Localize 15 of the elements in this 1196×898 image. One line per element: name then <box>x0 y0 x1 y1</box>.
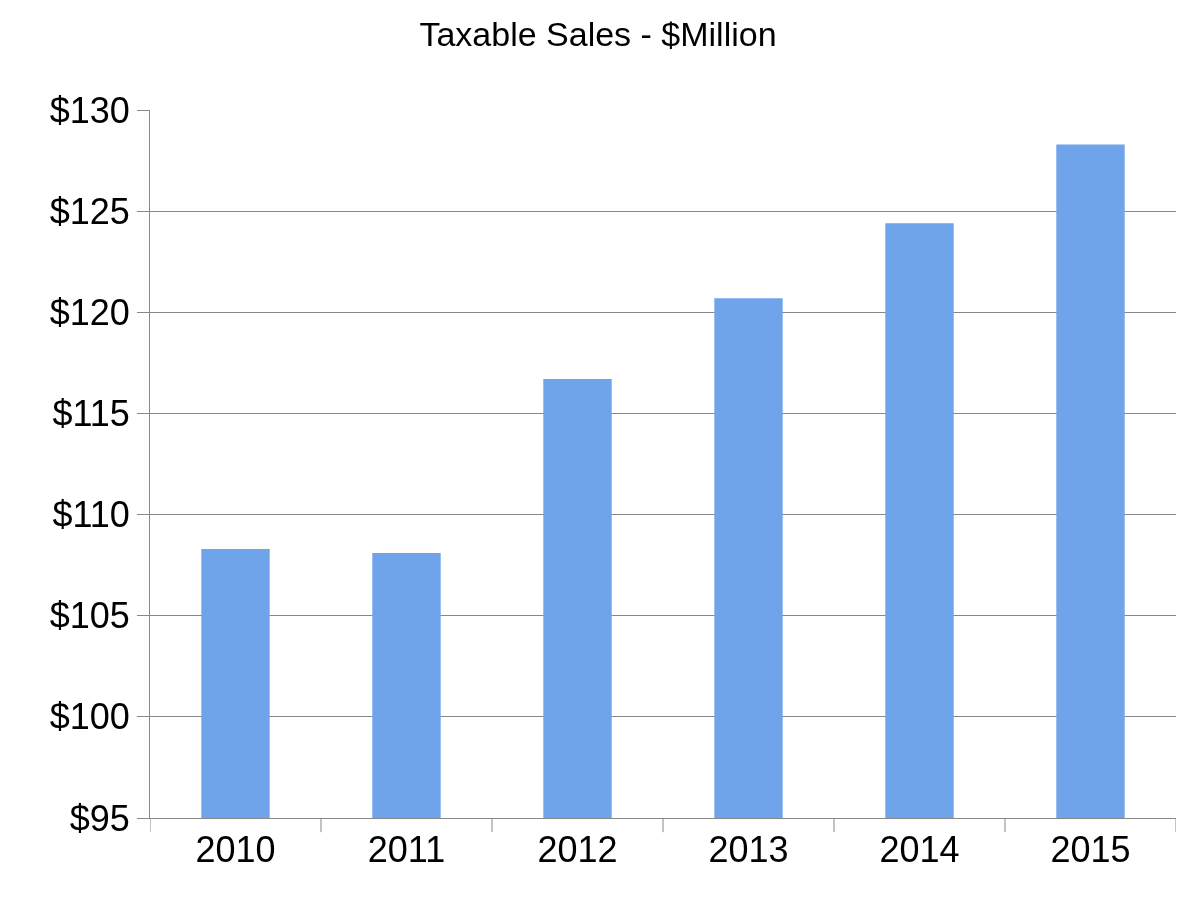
y-tick-label: $100 <box>49 696 130 738</box>
x-tick-label: 2015 <box>1050 829 1131 871</box>
y-tick-label: $125 <box>49 190 130 232</box>
y-tick-label: $105 <box>49 595 130 637</box>
y-tick-label: $95 <box>69 797 130 839</box>
x-tick-label: 2014 <box>879 829 960 871</box>
x-tick-label: 2013 <box>708 829 789 871</box>
y-tick-label: $110 <box>52 494 130 536</box>
x-tick-label: 2012 <box>537 829 618 871</box>
y-tick-label: $130 <box>49 89 130 131</box>
x-tick-label: 2011 <box>367 829 446 871</box>
y-tick-label: $115 <box>52 393 130 435</box>
y-tick-label: $120 <box>49 291 130 333</box>
chart-title: Taxable Sales - $Million <box>419 15 777 54</box>
x-tick-label: 2010 <box>195 829 276 871</box>
